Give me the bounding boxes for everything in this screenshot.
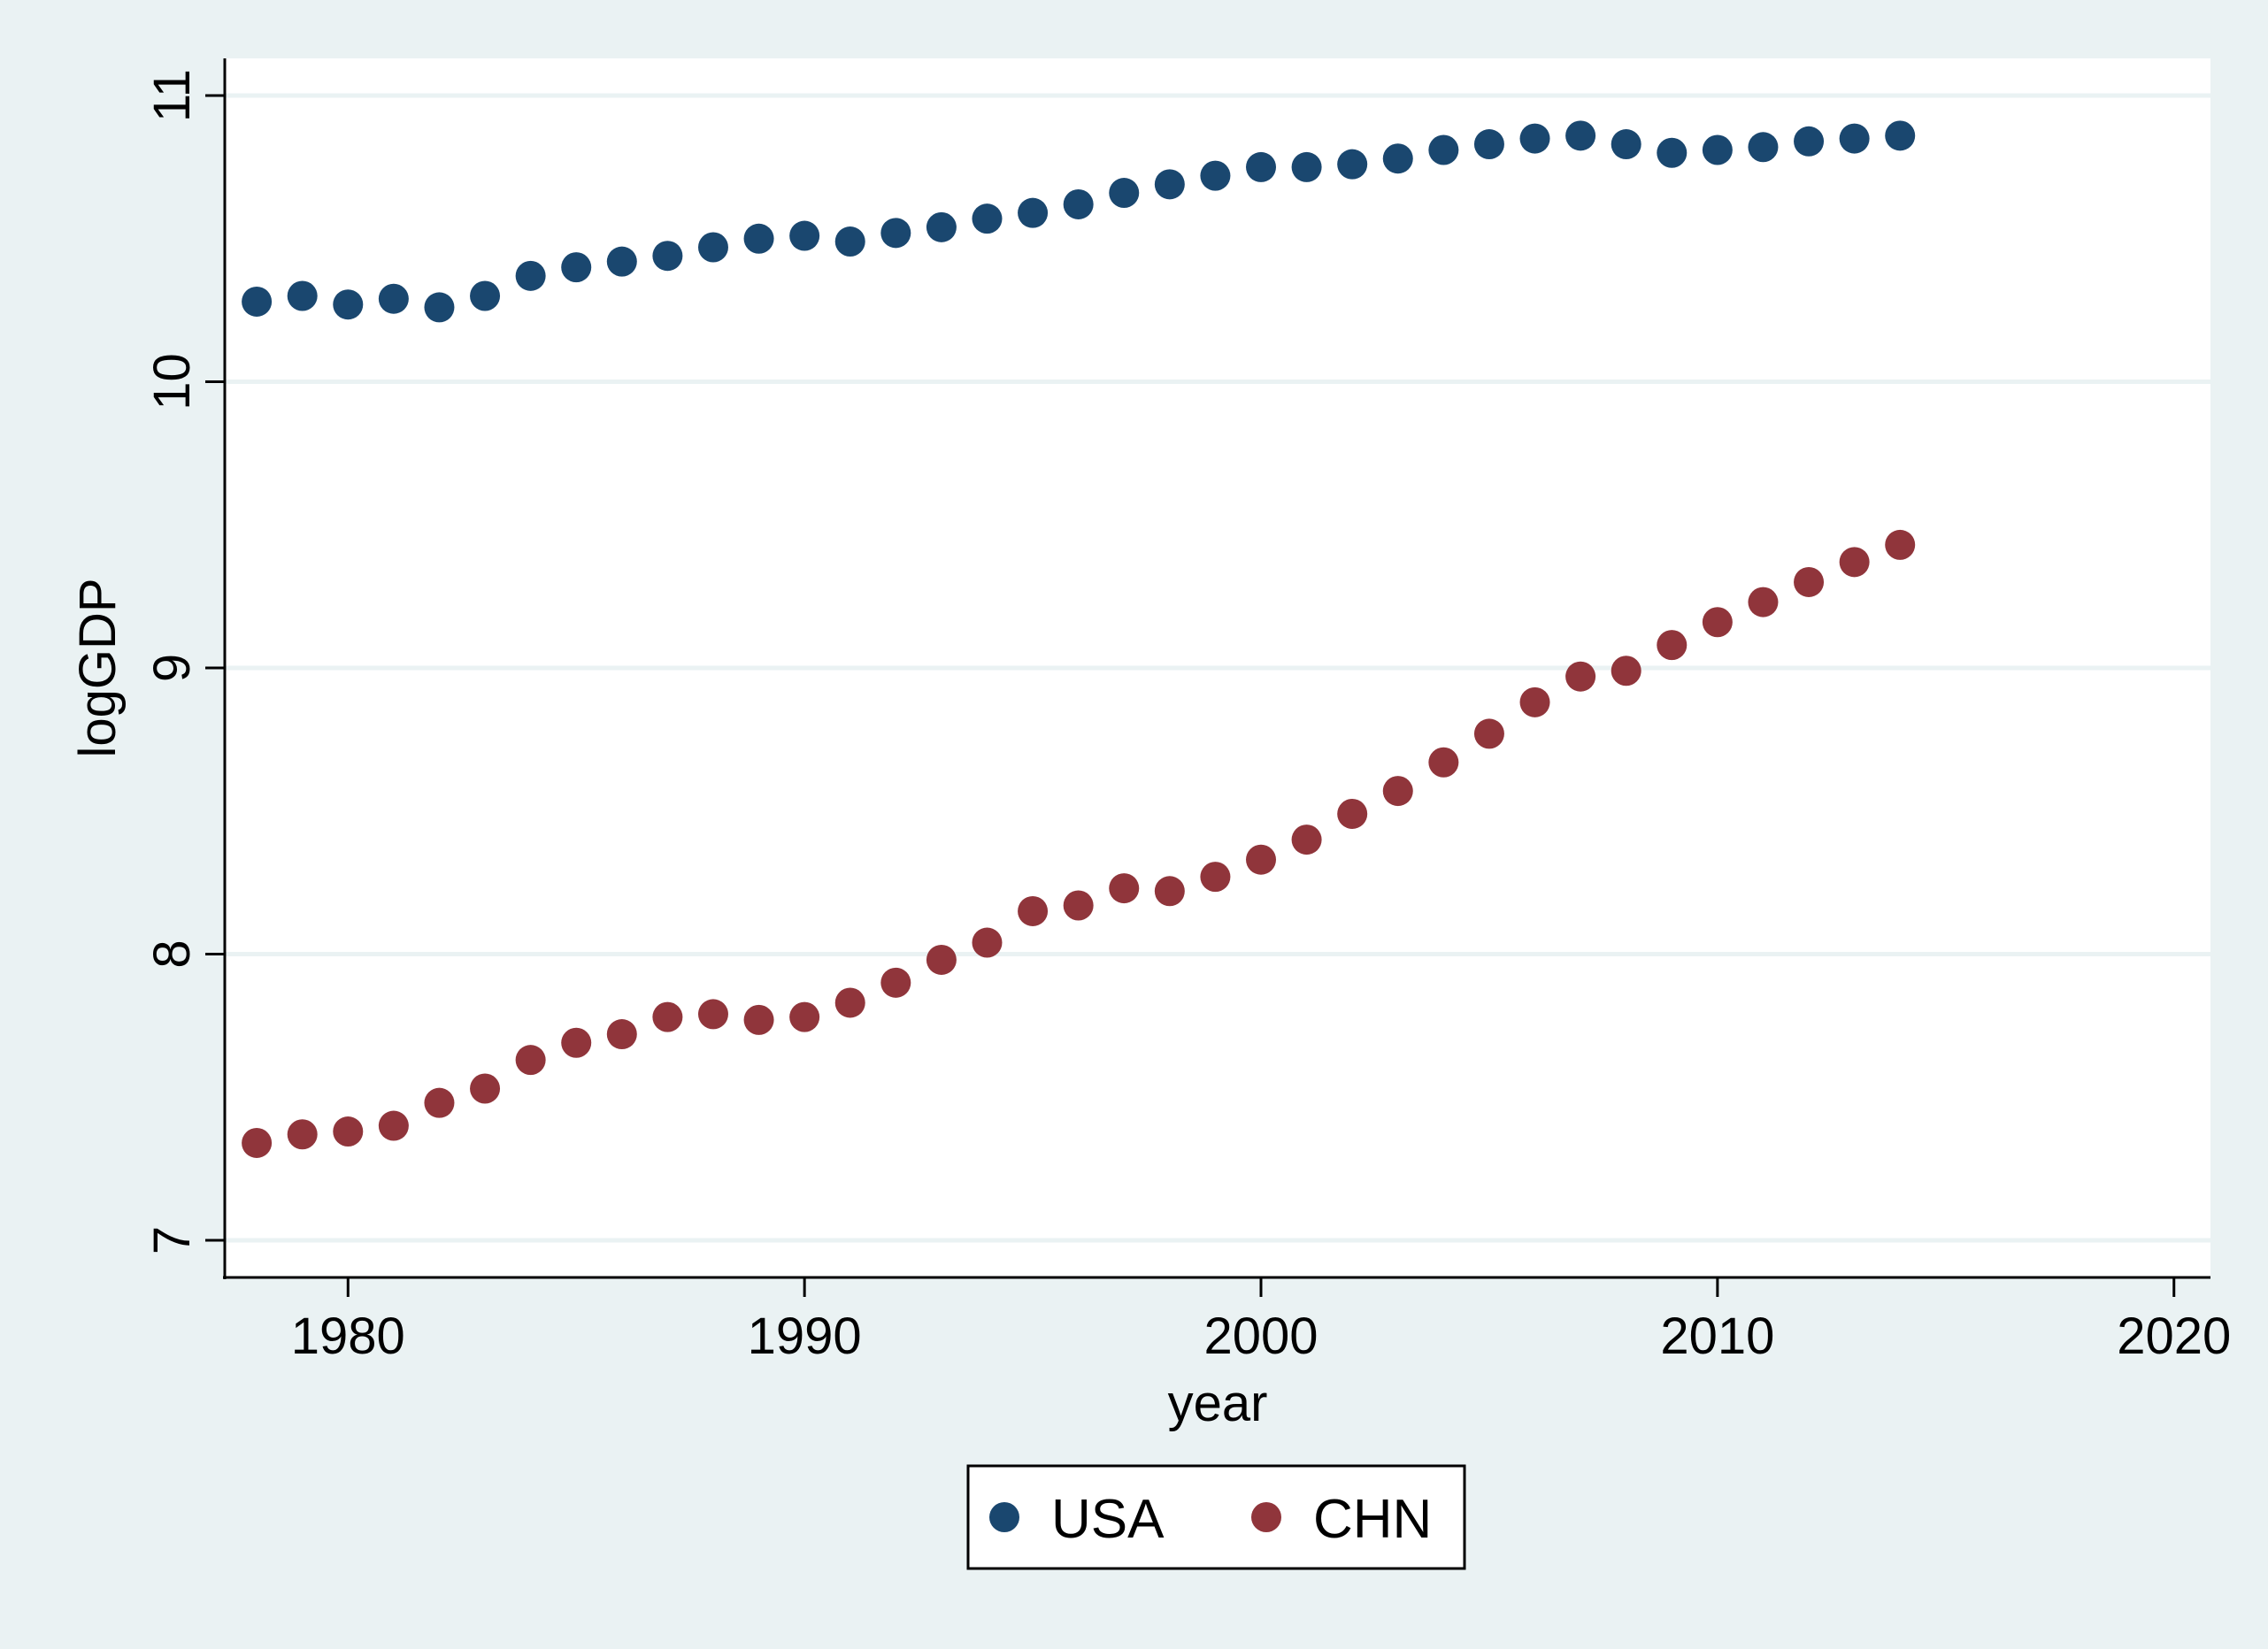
y-tick-label-11: 11 [143,69,201,122]
point-usa-1992 [880,218,911,249]
point-chn-1988 [697,999,728,1030]
point-chn-1992 [880,967,911,998]
legend-label-usa: USA [1051,1489,1165,1550]
point-chn-1990 [789,1001,820,1032]
x-tick-label-2010: 2010 [1660,1308,1774,1365]
point-chn-2011 [1748,587,1779,617]
point-usa-2008 [1611,129,1641,160]
point-usa-2007 [1565,120,1596,151]
data-points [242,120,1916,1158]
point-chn-2003 [1382,776,1413,807]
point-chn-2010 [1702,607,1733,638]
point-chn-2008 [1611,656,1641,686]
legend-marker-usa [989,1502,1019,1532]
y-ticks: 7 8 9 10 11 [143,69,225,1254]
series-usa [242,120,1916,323]
point-chn-1991 [834,987,865,1018]
point-chn-1993 [926,944,957,975]
point-usa-1982 [424,292,455,323]
point-chn-2012 [1794,566,1825,597]
series-chn [242,529,1916,1158]
point-chn-1998 [1154,876,1185,907]
point-usa-1979 [287,280,318,311]
point-chn-1984 [515,1045,546,1076]
point-usa-1997 [1109,178,1140,209]
point-usa-2010 [1702,134,1733,165]
y-tick-label-7: 7 [143,1226,201,1254]
point-usa-1993 [926,211,957,242]
point-chn-2007 [1565,661,1596,692]
point-usa-1984 [515,260,546,291]
point-chn-1986 [606,1019,637,1050]
point-usa-2013 [1839,123,1870,154]
point-chn-1982 [424,1087,455,1118]
point-chn-1987 [652,1001,683,1032]
point-usa-1988 [697,232,728,263]
point-chn-1980 [333,1116,364,1147]
legend-box [966,1464,1466,1570]
point-chn-1978 [242,1127,273,1158]
point-usa-2009 [1657,137,1688,168]
legend-marker-chn [1251,1502,1281,1532]
y-tick-label-8: 8 [143,940,201,968]
point-usa-1999 [1200,160,1231,191]
gridlines [225,93,2210,1243]
point-chn-1999 [1200,862,1231,893]
point-chn-1983 [470,1073,501,1104]
point-usa-1985 [561,252,592,283]
y-axis-title: logGDP [69,578,127,757]
point-chn-2004 [1428,747,1459,778]
point-chn-1996 [1063,890,1094,921]
point-chn-2000 [1246,844,1277,875]
point-chn-1979 [287,1119,318,1150]
y-tick-label-10: 10 [143,353,201,410]
point-usa-2012 [1794,126,1825,157]
point-usa-1995 [1018,197,1049,228]
point-usa-1987 [652,241,683,272]
point-usa-2000 [1246,151,1277,182]
x-tick-label-2000: 2000 [1203,1308,1318,1365]
point-chn-1989 [743,1004,774,1035]
point-usa-1986 [606,246,637,277]
point-usa-2006 [1519,123,1550,154]
point-chn-1981 [378,1110,409,1141]
point-usa-2011 [1748,132,1779,163]
point-chn-2014 [1885,529,1916,560]
point-chn-2013 [1839,547,1870,578]
y-tick-label-9: 9 [143,654,201,682]
point-usa-1998 [1154,169,1185,200]
point-usa-1980 [333,289,364,320]
point-chn-2009 [1657,630,1688,661]
point-chn-2005 [1473,718,1504,749]
point-usa-1994 [972,203,1003,234]
point-usa-2002 [1337,149,1368,180]
point-usa-2003 [1382,143,1413,174]
point-usa-1978 [242,286,273,317]
x-ticks: 1980 1990 2000 2010 2020 [291,1277,2231,1365]
point-chn-1997 [1109,873,1140,904]
x-axis-title: year [1168,1375,1268,1432]
legend-label-chn: CHN [1313,1489,1432,1550]
point-usa-2005 [1473,129,1504,160]
x-tick-label-1980: 1980 [291,1308,405,1365]
point-chn-1995 [1018,895,1049,926]
point-chn-2002 [1337,798,1368,829]
point-chn-2006 [1519,686,1550,717]
point-usa-2014 [1885,120,1916,151]
point-usa-1981 [378,283,409,314]
point-usa-1996 [1063,188,1094,219]
point-chn-2001 [1291,824,1322,855]
point-chn-1985 [561,1027,592,1058]
point-usa-2004 [1428,134,1459,165]
point-usa-1983 [470,280,501,311]
point-usa-1989 [743,223,774,254]
x-tick-label-2020: 2020 [2117,1308,2231,1365]
point-usa-1990 [789,220,820,251]
x-tick-label-1990: 1990 [748,1308,862,1365]
legend: USA CHN [966,1464,1466,1570]
point-chn-1994 [972,927,1003,958]
point-usa-2001 [1291,151,1322,182]
point-usa-1991 [834,226,865,257]
